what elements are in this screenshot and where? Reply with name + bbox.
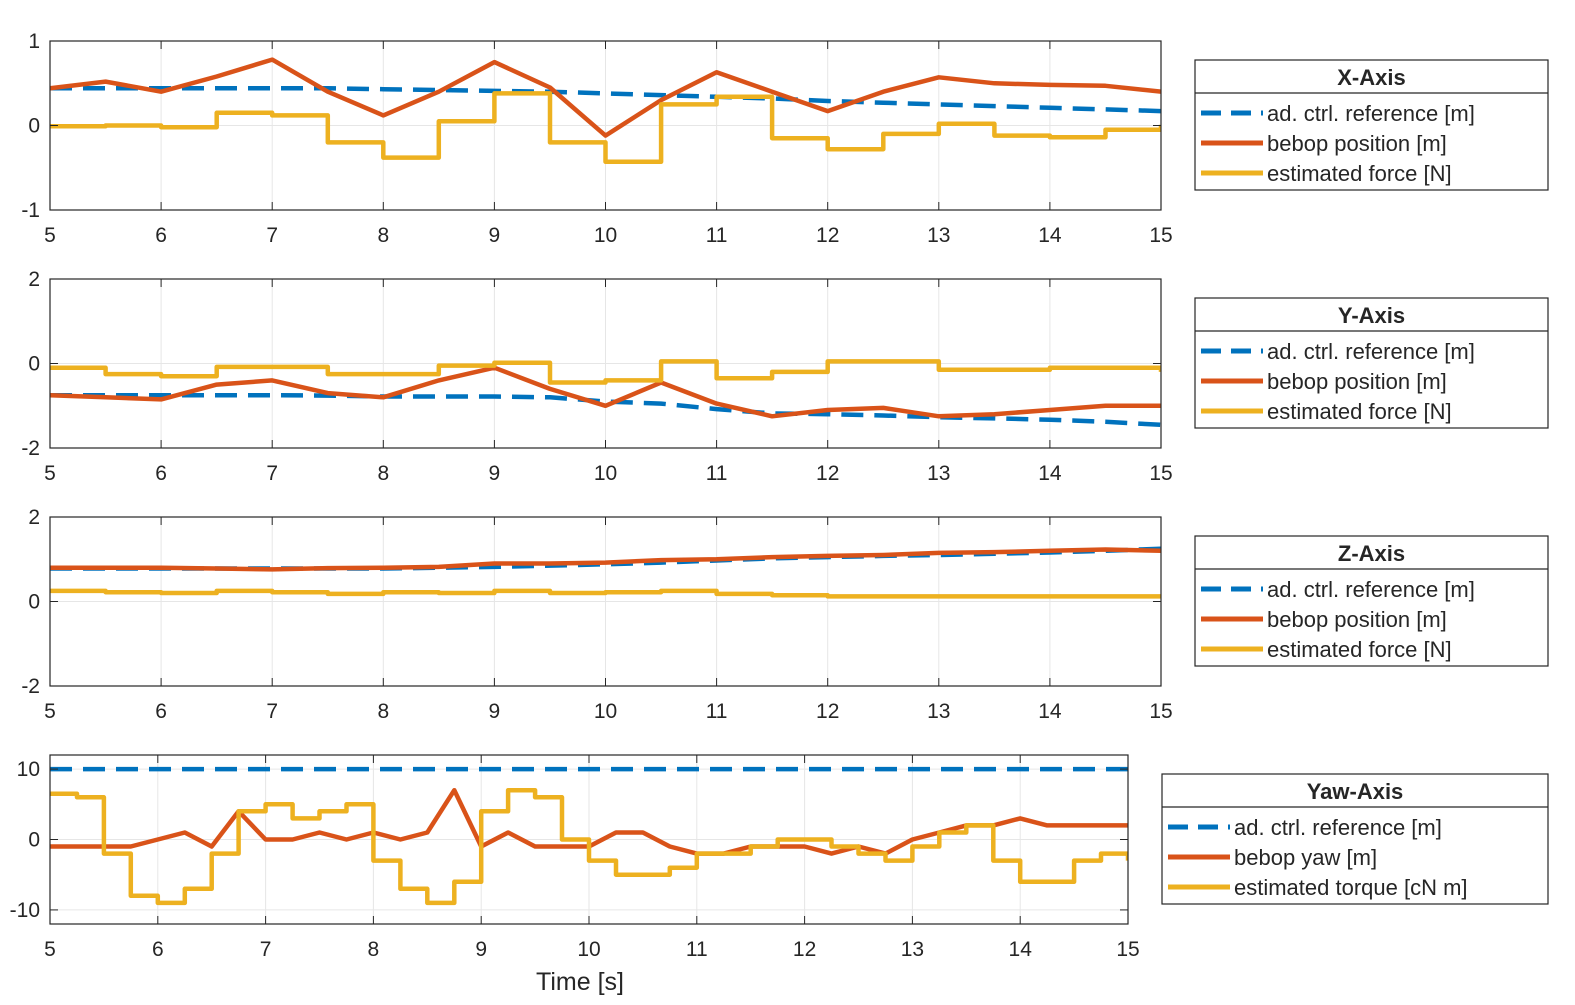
x-tick-label: 9 (489, 462, 501, 485)
series-line-1 (50, 365, 1161, 419)
subplot-3: 5 6 7 8 9 10 11 12 13 14 15 -10 0 10 Time [s] Yaw-Axis a… (10, 754, 1549, 996)
legend: Y-Axis ad. ctrl. reference [m] bebop posit… (1194, 297, 1549, 429)
y-tick-label: -10 (10, 899, 40, 922)
x-tick-label: 5 (44, 224, 56, 247)
x-tick-label: 6 (152, 938, 164, 961)
x-tick-label: 9 (489, 700, 501, 723)
x-tick-label: 12 (816, 700, 839, 723)
x-tick-label: 11 (686, 938, 708, 961)
legend: X-Axis ad. ctrl. reference [m] bebop posit… (1194, 59, 1549, 191)
subplot-1: 5 6 7 8 9 10 11 12 13 14 15 -2 0 2 Y-Axis ad. ctrl. ref… (21, 268, 1549, 485)
series-line-2 (50, 91, 1161, 165)
legend-label-0: ad. ctrl. reference [m] (1267, 339, 1475, 364)
x-tick-label: 12 (816, 462, 839, 485)
legend-label-2: estimated torque [cN m] (1234, 875, 1468, 900)
x-tick-label: 12 (793, 938, 816, 961)
x-tick-label: 13 (927, 700, 950, 723)
x-tick-label: 7 (266, 700, 278, 723)
legend-title: Yaw-Axis (1307, 779, 1404, 804)
x-tick-label: 8 (368, 938, 380, 961)
y-tick-label: 0 (28, 353, 40, 376)
y-tick-label: -2 (21, 675, 40, 698)
x-tick-label: 6 (155, 700, 167, 723)
x-tick-label: 8 (377, 700, 389, 723)
series-group (50, 546, 1161, 599)
legend-box (1194, 535, 1549, 667)
series-line-0 (50, 392, 1161, 428)
y-tick-label: -1 (21, 199, 40, 222)
x-tick-label: 10 (594, 462, 617, 485)
y-tick-label: 2 (28, 506, 40, 529)
x-tick-label: 15 (1149, 700, 1172, 723)
legend-label-1: bebop position [m] (1267, 607, 1447, 632)
x-tick-label: 14 (1038, 224, 1062, 247)
x-tick-label: 7 (260, 938, 272, 961)
x-tick-label: 8 (377, 224, 389, 247)
y-tick-label: 10 (17, 758, 40, 781)
x-tick-label: 15 (1149, 224, 1172, 247)
legend-label-0: ad. ctrl. reference [m] (1267, 577, 1475, 602)
legend-label-1: bebop yaw [m] (1234, 845, 1377, 870)
x-tick-label: 8 (377, 462, 389, 485)
x-tick-label: 6 (155, 462, 167, 485)
legend-title: Z-Axis (1338, 541, 1405, 566)
legend-box (1161, 773, 1549, 905)
legend: Yaw-Axis ad. ctrl. reference [m] bebop yaw… (1161, 773, 1549, 905)
series-line-0 (50, 86, 1161, 114)
legend-label-1: bebop position [m] (1267, 369, 1447, 394)
legend-box (1194, 59, 1549, 191)
x-tick-label: 10 (594, 224, 617, 247)
x-tick-label: 10 (577, 938, 600, 961)
series-line-2 (50, 787, 1128, 906)
legend-label-0: ad. ctrl. reference [m] (1234, 815, 1442, 840)
x-tick-label: 11 (706, 224, 728, 247)
legend: Z-Axis ad. ctrl. reference [m] bebop posit… (1194, 535, 1549, 667)
x-tick-label: 11 (706, 462, 728, 485)
series-group (50, 359, 1161, 428)
legend-title: Y-Axis (1338, 303, 1405, 328)
x-tick-label: 5 (44, 462, 56, 485)
x-tick-label: 9 (475, 938, 487, 961)
subplot-0: 5 6 7 8 9 10 11 12 13 14 15 -1 0 1 X-Axis ad. ctrl. ref… (21, 30, 1549, 247)
x-tick-label: 5 (44, 938, 56, 961)
series-line-2 (50, 588, 1161, 599)
x-tick-label: 10 (594, 700, 617, 723)
x-tick-label: 14 (1038, 700, 1062, 723)
x-tick-label: 15 (1116, 938, 1139, 961)
x-axis-label: Time [s] (536, 968, 624, 996)
x-tick-label: 5 (44, 700, 56, 723)
y-tick-label: 0 (28, 829, 40, 852)
subplot-2: 5 6 7 8 9 10 11 12 13 14 15 -2 0 2 Z-Axis ad. ctrl. ref… (21, 506, 1549, 723)
series-line-1 (50, 547, 1161, 572)
y-tick-label: -2 (21, 437, 40, 460)
y-tick-label: 1 (28, 30, 40, 53)
legend-label-2: estimated force [N] (1267, 161, 1452, 186)
y-tick-label: 0 (28, 115, 40, 138)
series-line-2 (50, 359, 1161, 385)
y-tick-label: 0 (28, 591, 40, 614)
series-group (50, 766, 1128, 906)
legend-box (1194, 297, 1549, 429)
x-tick-label: 13 (927, 462, 950, 485)
legend-label-0: ad. ctrl. reference [m] (1267, 101, 1475, 126)
x-tick-label: 7 (266, 224, 278, 247)
x-tick-label: 13 (927, 224, 950, 247)
x-tick-label: 14 (1009, 938, 1033, 961)
series-line-1 (50, 57, 1161, 138)
x-tick-label: 11 (706, 700, 728, 723)
x-tick-label: 14 (1038, 462, 1062, 485)
x-tick-label: 7 (266, 462, 278, 485)
x-tick-label: 9 (489, 224, 501, 247)
y-tick-label: 2 (28, 268, 40, 291)
legend-title: X-Axis (1337, 65, 1405, 90)
legend-label-2: estimated force [N] (1267, 399, 1452, 424)
x-tick-label: 6 (155, 224, 167, 247)
x-tick-label: 13 (901, 938, 924, 961)
legend-label-1: bebop position [m] (1267, 131, 1447, 156)
series-group (50, 57, 1161, 165)
x-tick-label: 15 (1149, 462, 1172, 485)
legend-label-2: estimated force [N] (1267, 637, 1452, 662)
x-tick-label: 12 (816, 224, 839, 247)
